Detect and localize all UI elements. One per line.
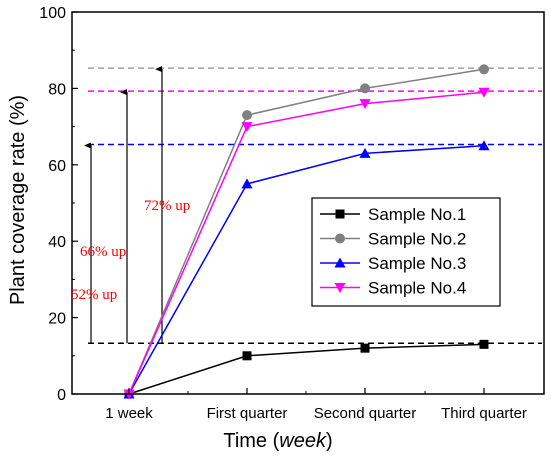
data-point-s3-3 [359, 147, 371, 158]
legend-marker-2 [335, 233, 345, 244]
series-2 [124, 64, 489, 399]
series-line-4 [128, 91, 485, 395]
data-point-s4-4 [478, 87, 490, 98]
legend-marker-4 [334, 283, 346, 293]
legend-label-3: Sample No.3 [368, 254, 466, 273]
x-tick-label-2: First quarter [207, 405, 288, 422]
data-point-s2-2 [242, 110, 252, 121]
legend-marker-1 [335, 209, 345, 219]
x-tick-label-3: Second quarter [314, 405, 417, 422]
y-tick-label-4: 60 [48, 158, 66, 175]
series-line-1 [128, 343, 485, 395]
annotation-label-2: 66% up [80, 244, 126, 260]
legend-label-1: Sample No.1 [368, 205, 466, 224]
x-tick-label-4: Third quarter [441, 405, 527, 422]
x-axis-label-close: ) [326, 430, 333, 452]
legend-label-2: Sample No.2 [368, 230, 466, 249]
y-axis-label: Plant coverage rate (%) [7, 95, 29, 305]
legend-label-4: Sample No.4 [368, 279, 466, 298]
x-axis-label-text: Time [223, 430, 267, 452]
y-tick-label-6: 100 [39, 5, 66, 22]
annotation-arrows [84, 66, 163, 344]
series-4 [123, 87, 490, 400]
y-tick-label-1: 0 [57, 387, 66, 404]
data-point-s1-4 [479, 339, 489, 349]
series-1 [124, 339, 489, 399]
legend: Sample No.1 Sample No.2 Sample No.3 Sample … [311, 197, 501, 307]
series-line-3 [128, 144, 485, 395]
y-tick-label-5: 80 [48, 81, 66, 98]
x-axis-label-unit: week [279, 430, 327, 452]
series-line-2 [128, 68, 485, 395]
data-point-s1-3 [360, 343, 370, 353]
data-point-s3-4 [478, 140, 490, 151]
annotation-label-1: 52% up [71, 287, 117, 303]
annotation-label-3: 72% up [144, 198, 190, 214]
data-point-s4-2 [241, 122, 253, 133]
x-axis-label-open: ( [267, 430, 280, 452]
annotations: 52% up 66% up 72% up [71, 198, 190, 303]
legend-marker-3 [334, 257, 346, 268]
tick-labels: 0 20 40 60 80 100 1 week First quarter Second qu… [39, 5, 527, 422]
data-point-s2-4 [479, 64, 489, 75]
axes [71, 11, 545, 395]
y-tick-label-2: 20 [48, 311, 66, 328]
x-tick-label-1: 1 week [105, 405, 153, 422]
data-point-s1-2 [242, 351, 252, 361]
x-axis-label: Time (week) [223, 430, 332, 452]
reference-lines [88, 67, 542, 344]
data-point-s3-2 [241, 178, 253, 189]
y-tick-label-3: 40 [48, 234, 66, 251]
data-point-s4-3 [359, 99, 371, 110]
data-point-s2-3 [360, 83, 370, 94]
